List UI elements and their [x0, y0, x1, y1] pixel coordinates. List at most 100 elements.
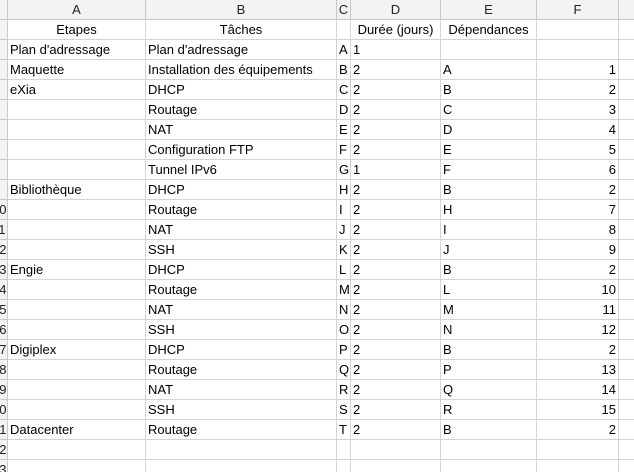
row-header[interactable]: 1: [0, 20, 8, 40]
cell-g[interactable]: [619, 340, 634, 360]
cell-d[interactable]: 2: [351, 300, 441, 320]
column-header-a[interactable]: A: [8, 0, 146, 20]
cell-f[interactable]: 13: [537, 360, 619, 380]
cell-e[interactable]: B: [441, 180, 537, 200]
cell-b[interactable]: DHCP: [146, 80, 337, 100]
cell-b[interactable]: [146, 440, 337, 460]
cell-g[interactable]: [619, 140, 634, 160]
cell-c[interactable]: E: [337, 120, 351, 140]
cell-d[interactable]: 2: [351, 380, 441, 400]
cell-b[interactable]: Routage: [146, 200, 337, 220]
cell-c[interactable]: J: [337, 220, 351, 240]
cell-d[interactable]: 2: [351, 340, 441, 360]
cell-g[interactable]: [619, 360, 634, 380]
cell-f[interactable]: 2: [537, 340, 619, 360]
cell-e[interactable]: [441, 40, 537, 60]
cell-e[interactable]: [441, 460, 537, 472]
row-header[interactable]: 23: [0, 460, 8, 472]
cell-a[interactable]: [8, 460, 146, 472]
cell-f[interactable]: 3: [537, 100, 619, 120]
row-header[interactable]: 2: [0, 40, 8, 60]
cell-g[interactable]: [619, 400, 634, 420]
cell-f[interactable]: 11: [537, 300, 619, 320]
cell-b[interactable]: Routage: [146, 100, 337, 120]
cell-a[interactable]: [8, 280, 146, 300]
cell-f[interactable]: [537, 440, 619, 460]
cell-g[interactable]: [619, 300, 634, 320]
row-header[interactable]: 10: [0, 200, 8, 220]
cell-e[interactable]: E: [441, 140, 537, 160]
cell-d[interactable]: 2: [351, 400, 441, 420]
row-header[interactable]: 18: [0, 360, 8, 380]
cell-f[interactable]: 9: [537, 240, 619, 260]
column-header-d[interactable]: D: [351, 0, 441, 20]
cell-g[interactable]: [619, 40, 634, 60]
row-header[interactable]: 4: [0, 80, 8, 100]
cell-c[interactable]: M: [337, 280, 351, 300]
cell-d[interactable]: 1: [351, 40, 441, 60]
cell-e[interactable]: R: [441, 400, 537, 420]
cell-e[interactable]: L: [441, 280, 537, 300]
cell-f[interactable]: 10: [537, 280, 619, 300]
cell-c[interactable]: I: [337, 200, 351, 220]
row-header[interactable]: 6: [0, 120, 8, 140]
cell-g[interactable]: [619, 460, 634, 472]
cell-e[interactable]: H: [441, 200, 537, 220]
cell-b[interactable]: DHCP: [146, 180, 337, 200]
cell-f[interactable]: 4: [537, 120, 619, 140]
row-header[interactable]: 20: [0, 400, 8, 420]
cell-b[interactable]: Configuration FTP: [146, 140, 337, 160]
cell-b[interactable]: DHCP: [146, 260, 337, 280]
cell-f[interactable]: 1: [537, 60, 619, 80]
column-header-b[interactable]: B: [146, 0, 337, 20]
cell-e[interactable]: Q: [441, 380, 537, 400]
cell-e[interactable]: M: [441, 300, 537, 320]
cell-d[interactable]: Durée (jours): [351, 20, 441, 40]
cell-a[interactable]: Plan d'adressage: [8, 40, 146, 60]
cell-e[interactable]: B: [441, 340, 537, 360]
cell-d[interactable]: 2: [351, 220, 441, 240]
cell-f[interactable]: 15: [537, 400, 619, 420]
cell-f[interactable]: [537, 460, 619, 472]
cell-d[interactable]: 2: [351, 200, 441, 220]
cell-e[interactable]: [441, 440, 537, 460]
cell-g[interactable]: [619, 20, 634, 40]
cell-a[interactable]: [8, 160, 146, 180]
cell-b[interactable]: DHCP: [146, 340, 337, 360]
cell-d[interactable]: 2: [351, 60, 441, 80]
row-header[interactable]: 17: [0, 340, 8, 360]
row-header[interactable]: 5: [0, 100, 8, 120]
cell-c[interactable]: P: [337, 340, 351, 360]
cell-b[interactable]: Tunnel IPv6: [146, 160, 337, 180]
cell-f[interactable]: 5: [537, 140, 619, 160]
cell-g[interactable]: [619, 220, 634, 240]
cell-g[interactable]: [619, 120, 634, 140]
cell-f[interactable]: 2: [537, 420, 619, 440]
cell-b[interactable]: Tâches: [146, 20, 337, 40]
cell-a[interactable]: Digiplex: [8, 340, 146, 360]
cell-a[interactable]: Bibliothèque: [8, 180, 146, 200]
cell-a[interactable]: [8, 440, 146, 460]
cell-f[interactable]: 12: [537, 320, 619, 340]
cell-c[interactable]: S: [337, 400, 351, 420]
cell-b[interactable]: NAT: [146, 300, 337, 320]
cell-f[interactable]: 2: [537, 180, 619, 200]
row-header[interactable]: 11: [0, 220, 8, 240]
cell-d[interactable]: 2: [351, 180, 441, 200]
cell-d[interactable]: [351, 440, 441, 460]
cell-a[interactable]: [8, 220, 146, 240]
cell-a[interactable]: [8, 300, 146, 320]
cell-b[interactable]: Installation des équipements: [146, 60, 337, 80]
cell-g[interactable]: [619, 100, 634, 120]
cell-g[interactable]: [619, 280, 634, 300]
cell-b[interactable]: Routage: [146, 280, 337, 300]
row-header[interactable]: 22: [0, 440, 8, 460]
cell-e[interactable]: B: [441, 80, 537, 100]
row-header[interactable]: 12: [0, 240, 8, 260]
cell-c[interactable]: O: [337, 320, 351, 340]
cell-c[interactable]: K: [337, 240, 351, 260]
cell-c[interactable]: B: [337, 60, 351, 80]
cell-d[interactable]: 2: [351, 360, 441, 380]
cell-c[interactable]: N: [337, 300, 351, 320]
